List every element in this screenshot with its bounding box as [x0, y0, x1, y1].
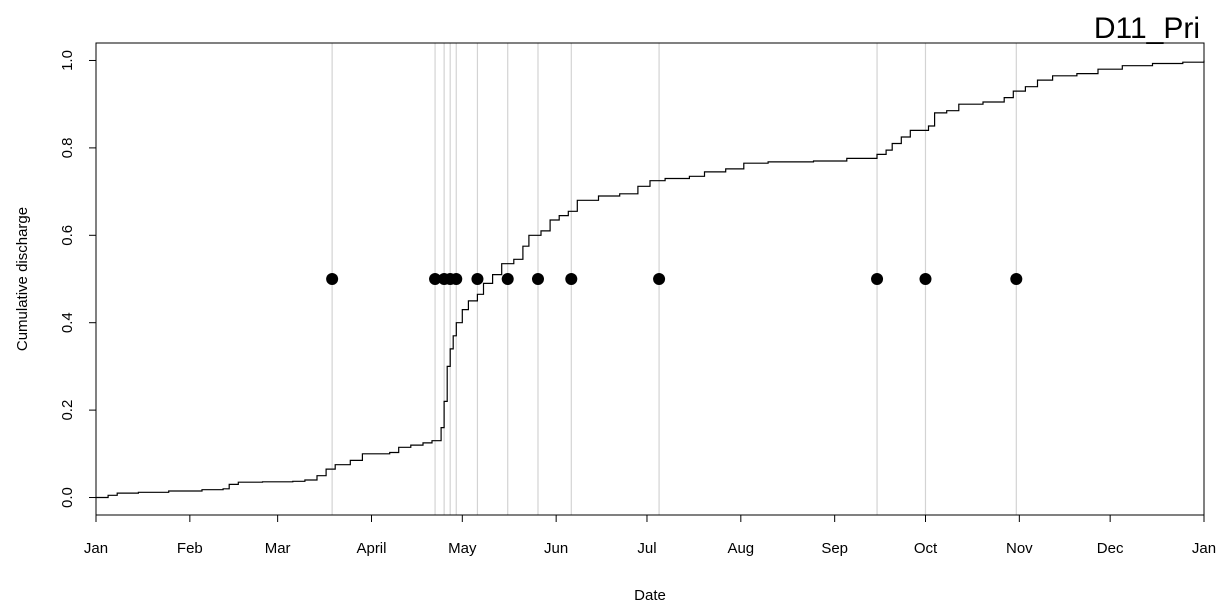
x-tick-label-7: Jul [637, 540, 656, 557]
x-tick-label-5: May [448, 540, 477, 557]
chart-title: D11_Pri [1094, 12, 1200, 45]
x-tick-label-10: Oct [914, 540, 938, 557]
event-point-9 [565, 273, 578, 285]
x-tick-label-8: Aug [727, 540, 754, 557]
y-axis-title: Cumulative discharge [14, 207, 31, 351]
y-tick-label-2: 0.2 [59, 400, 76, 421]
x-axis: Jan Feb Mar April May Jun Jul Aug Sep Oct Nov Dec Ja… [84, 515, 1216, 557]
event-point-1 [326, 273, 339, 285]
plot-frame [95, 42, 1205, 516]
y-axis: 0.0 0.2 0.4 0.6 0.8 1.0 [59, 50, 96, 508]
event-point-12 [919, 273, 932, 285]
x-tick-label-2: Feb [177, 540, 203, 557]
event-point-10 [653, 273, 666, 285]
y-tick-label-5: 0.8 [59, 137, 76, 158]
x-tick-label-1: Jan [84, 540, 108, 557]
event-point-6 [471, 273, 484, 285]
x-tick-label-9: Sep [821, 540, 848, 557]
event-point-5 [450, 273, 463, 285]
event-point-11 [871, 273, 884, 285]
event-point-7 [501, 273, 514, 285]
event-point-13 [1010, 273, 1023, 285]
y-tick-label-1: 0.0 [59, 487, 76, 508]
y-tick-label-4: 0.6 [59, 225, 76, 246]
event-point-8 [531, 273, 544, 285]
y-tick-label-6: 1.0 [59, 50, 76, 71]
x-tick-label-13: Jan [1192, 540, 1216, 557]
x-tick-label-11: Nov [1006, 540, 1033, 557]
x-tick-label-6: Jun [544, 540, 568, 557]
y-tick-label-3: 0.4 [59, 312, 76, 333]
x-tick-label-4: April [356, 540, 386, 557]
x-axis-title: Date [634, 587, 666, 604]
x-tick-label-12: Dec [1097, 540, 1124, 557]
cumulative-discharge-line [96, 60, 1205, 499]
event-points-group [326, 273, 1023, 285]
x-tick-label-3: Mar [265, 540, 291, 557]
event-point-2 [429, 273, 442, 285]
